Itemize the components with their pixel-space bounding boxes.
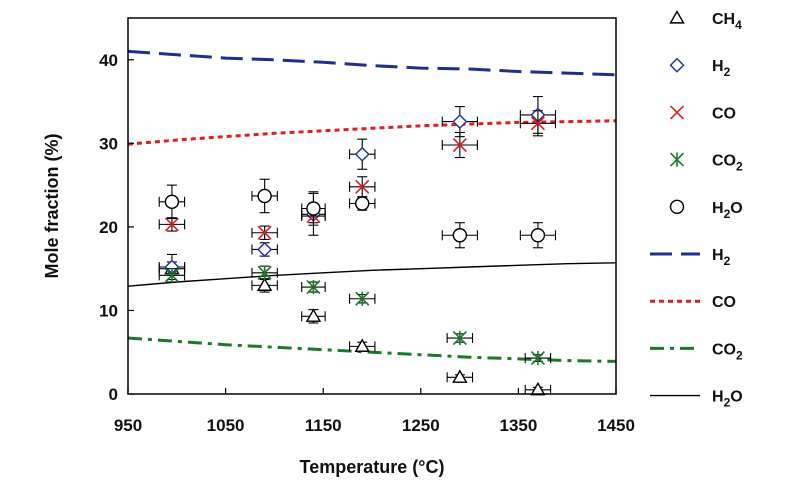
marker-co2 <box>257 265 272 280</box>
line-co2 <box>127 336 617 363</box>
point-co <box>441 131 478 159</box>
marker-co <box>164 217 179 232</box>
point-h2o <box>158 184 186 220</box>
y-tick-label: 0 <box>109 385 118 404</box>
marker-h2 <box>354 146 370 162</box>
legend-item-co2-line: CO2 <box>650 341 743 362</box>
legend-marker-co2 <box>669 152 685 167</box>
marker-co2 <box>452 330 467 346</box>
point-co <box>251 225 278 240</box>
legend-label: CH4 <box>712 11 742 32</box>
y-tick-label: 30 <box>99 134 118 153</box>
marker-h2 <box>452 114 468 130</box>
point-h2o <box>251 178 278 214</box>
legend-marker-co <box>669 105 685 120</box>
x-axis: 950 1050 1150 1250 1350 1450 <box>114 388 635 435</box>
point-co <box>519 110 557 137</box>
legend-item-h2-marker: H2 <box>669 57 731 79</box>
legend-marker-h2 <box>669 57 685 73</box>
point-co2 <box>158 268 186 283</box>
legend-label: CO2 <box>712 153 743 174</box>
legend-label: CO <box>712 294 736 311</box>
y-tick-label: 40 <box>99 51 118 70</box>
y-axis: 0 10 20 30 40 <box>99 51 134 404</box>
legend-item-co-marker: CO <box>669 105 736 122</box>
marker-co <box>257 225 272 240</box>
x-tick-label: 1450 <box>597 416 635 435</box>
point-ch4 <box>446 369 474 383</box>
marker-h2o <box>164 194 180 210</box>
marker-ch4 <box>452 369 468 383</box>
legend-item-co2-marker: CO2 <box>669 152 743 174</box>
marker-co <box>530 116 545 131</box>
marker-h2o <box>306 201 321 216</box>
y-tick-label: 10 <box>99 301 118 320</box>
point-ch4 <box>349 338 376 352</box>
x-tick-label: 1050 <box>207 416 245 435</box>
marker-ch4 <box>305 308 322 322</box>
marker-ch4 <box>354 338 370 352</box>
line-co <box>127 119 617 146</box>
legend: CH4 H2 CO CO2 H2O H2 CO CO2 H2O <box>650 10 743 410</box>
point-h2o <box>349 196 376 211</box>
point-co2 <box>301 279 326 295</box>
marker-h2o <box>530 228 546 243</box>
x-axis-title: Temperature (°C) <box>300 457 445 477</box>
marker-co2 <box>530 350 545 366</box>
point-co2 <box>349 291 376 306</box>
legend-item-co-line: CO <box>650 294 736 311</box>
legend-item-ch4-marker: CH4 <box>669 10 742 32</box>
line-h2o <box>127 262 617 287</box>
legend-label: CO <box>712 105 736 122</box>
marker-h2o <box>452 228 468 243</box>
marker-h2o <box>355 196 370 211</box>
legend-label: H2O <box>712 389 743 410</box>
point-h2 <box>441 106 478 138</box>
y-tick-label: 20 <box>99 218 118 237</box>
point-h2o <box>519 222 557 249</box>
marker-ch4 <box>256 277 273 291</box>
marker-co2 <box>164 268 179 283</box>
model-lines <box>127 49 617 363</box>
point-ch4 <box>301 308 326 324</box>
marker-co <box>452 137 467 153</box>
marker-co2 <box>355 291 370 306</box>
point-co <box>349 176 376 198</box>
legend-label: CO2 <box>712 341 743 362</box>
legend-marker-ch4 <box>669 10 685 24</box>
legend-marker-h2o <box>669 199 685 215</box>
marker-co2 <box>306 279 321 295</box>
point-h2 <box>349 138 376 170</box>
point-h2o <box>301 191 326 226</box>
point-ch4 <box>524 381 552 396</box>
point-co2 <box>524 350 552 366</box>
x-tick-label: 950 <box>114 416 142 435</box>
x-tick-label: 1150 <box>305 416 342 435</box>
line-h2 <box>127 49 617 77</box>
legend-label: H2 <box>712 247 731 268</box>
legend-label: H2 <box>712 58 731 79</box>
marker-co <box>355 179 370 194</box>
point-ch4 <box>251 277 278 293</box>
point-co2 <box>446 330 474 346</box>
x-tick-label: 1250 <box>402 416 440 435</box>
legend-item-h2o-marker: H2O <box>669 199 743 221</box>
measured-points <box>158 95 557 396</box>
marker-h2o <box>257 188 272 204</box>
point-h2 <box>251 241 278 257</box>
y-axis-title: Mole fraction (%) <box>42 133 62 278</box>
point-co2 <box>251 265 278 281</box>
plot-frame <box>127 17 617 395</box>
legend-item-h2o-line: H2O <box>650 389 743 410</box>
point-co <box>158 217 186 232</box>
point-h2o <box>441 222 478 249</box>
x-tick-label: 1350 <box>499 416 537 435</box>
legend-label: H2O <box>712 200 743 221</box>
marker-ch4 <box>530 381 546 396</box>
marker-h2 <box>257 241 273 257</box>
legend-item-h2-line: H2 <box>650 247 731 268</box>
